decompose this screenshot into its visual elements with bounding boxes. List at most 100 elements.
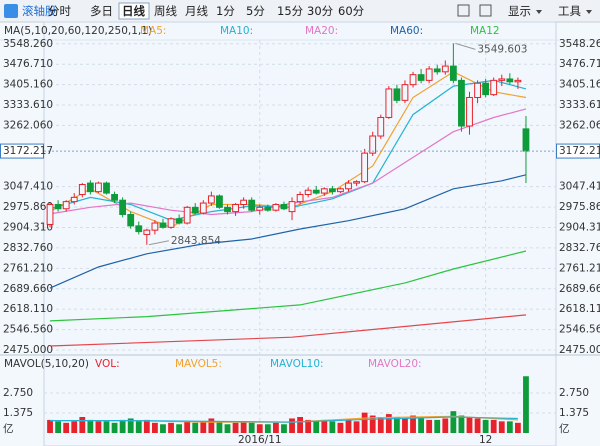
tab[interactable]: 1分 xyxy=(216,4,235,18)
candle-body xyxy=(353,181,360,184)
indicator-title: MAVOL(5,10,20) xyxy=(4,358,89,370)
candle-body xyxy=(175,218,183,224)
candle-body xyxy=(111,193,118,201)
menu-arrow xyxy=(536,10,542,14)
candle-body xyxy=(86,182,94,193)
candle-body xyxy=(409,74,417,86)
candle-body xyxy=(264,206,272,211)
candle-body xyxy=(441,65,449,73)
volume-bar xyxy=(498,421,505,433)
candle-body xyxy=(393,88,401,101)
menu-arrow xyxy=(586,10,592,14)
y-tick-label-right: 2546.560 xyxy=(559,324,600,336)
volume-bar xyxy=(337,422,344,433)
y-tick-label-right: 1.375 xyxy=(559,407,589,419)
x-tick-label: 2016/11 xyxy=(238,434,282,446)
volume-bar xyxy=(523,376,529,433)
candle-body xyxy=(46,203,54,225)
icon[interactable] xyxy=(457,4,470,17)
volume-bar xyxy=(127,418,134,433)
volume-bar xyxy=(514,422,521,433)
volume-bar xyxy=(160,424,166,433)
candle-body xyxy=(95,182,102,193)
y-tick-label-right: 2904.310 xyxy=(559,222,600,234)
y-tick-label-right: 3047.410 xyxy=(559,181,600,193)
tab[interactable]: 分时 xyxy=(48,4,71,18)
tab[interactable]: 30分 xyxy=(307,4,334,18)
legend-entry: VOL: xyxy=(95,358,120,370)
volume-bar xyxy=(135,421,142,433)
legend-entry: MA5: xyxy=(140,25,166,37)
tab[interactable]: 日线 xyxy=(122,4,145,18)
candle-body xyxy=(183,206,191,224)
candle-body xyxy=(401,84,409,101)
volume-bar xyxy=(506,421,513,433)
menu[interactable]: 显示 xyxy=(508,4,531,18)
y-tick-label-right: 2832.760 xyxy=(559,242,600,254)
volume-bar xyxy=(474,418,481,433)
active-tab-bg xyxy=(118,2,150,20)
y-tick-label-right: 2761.210 xyxy=(559,262,600,274)
candle-body xyxy=(385,88,393,118)
annotation-leader xyxy=(455,42,476,50)
volume-bar xyxy=(111,422,118,433)
volume-bar xyxy=(256,424,263,433)
tab[interactable]: 月线 xyxy=(185,4,208,18)
y-tick-label-left: 3262.060 xyxy=(3,119,53,131)
volume-bar xyxy=(450,411,457,433)
candle-body xyxy=(312,189,320,194)
legend-entry: MAVOL20: xyxy=(368,358,422,370)
menu[interactable]: 工具 xyxy=(558,4,581,18)
legend-entry: MA10: xyxy=(220,25,253,37)
candle-body xyxy=(490,79,498,96)
volume-bar xyxy=(143,419,150,433)
y-tick-label-left: 1.375 xyxy=(3,407,33,419)
candle-body xyxy=(272,203,280,211)
y-tick-label-left: 2546.560 xyxy=(3,324,53,336)
candle-body xyxy=(482,82,490,96)
candle-body xyxy=(337,188,344,193)
volume-bar xyxy=(434,419,441,433)
candle-body xyxy=(288,201,296,213)
candle-body xyxy=(135,225,143,233)
legend-entry: MA12 xyxy=(470,25,500,37)
volume-bar xyxy=(103,421,110,433)
volume-bar xyxy=(71,421,78,433)
logo[interactable]: 滚轴股 xyxy=(22,4,57,18)
candle-body xyxy=(62,201,70,210)
volume-bar xyxy=(442,418,449,433)
y-tick-label-right: 3548.260 xyxy=(559,38,600,50)
volume-bar xyxy=(466,416,473,433)
logo-icon[interactable] xyxy=(4,4,18,18)
x-tick-label: 12 xyxy=(479,434,492,446)
ma-line xyxy=(49,174,527,289)
candle-body xyxy=(320,188,328,194)
tab[interactable]: 5分 xyxy=(246,4,265,18)
candle-body xyxy=(361,152,369,183)
y-tick-label-left: 2761.210 xyxy=(3,262,53,274)
icon[interactable] xyxy=(479,4,492,17)
volume-bar xyxy=(216,421,223,433)
legend-entry: MA20: xyxy=(305,25,338,37)
volume-bar xyxy=(369,415,376,433)
legend-entry: MAVOL10: xyxy=(270,358,324,370)
volume-bar xyxy=(426,419,433,433)
volume-bar xyxy=(47,419,53,433)
volume-bar xyxy=(79,416,86,433)
volume-bar xyxy=(281,424,287,433)
y-tick-label-right: 3262.060 xyxy=(559,119,600,131)
candle-body xyxy=(345,182,352,190)
candle-body xyxy=(240,199,248,205)
candle-body xyxy=(425,68,433,81)
tab[interactable]: 多日 xyxy=(90,4,113,18)
tab[interactable]: 15分 xyxy=(277,4,304,18)
candle-body xyxy=(143,229,151,235)
volume-bar xyxy=(418,418,425,433)
volume-bar xyxy=(305,419,312,433)
tab[interactable]: 60分 xyxy=(338,4,365,18)
volume-bar xyxy=(289,418,295,433)
tab[interactable]: 周线 xyxy=(154,4,177,18)
y-tick-label-left: 3333.610 xyxy=(3,99,53,111)
volume-bar xyxy=(353,421,360,433)
legend-entry: MAVOL5: xyxy=(175,358,222,370)
